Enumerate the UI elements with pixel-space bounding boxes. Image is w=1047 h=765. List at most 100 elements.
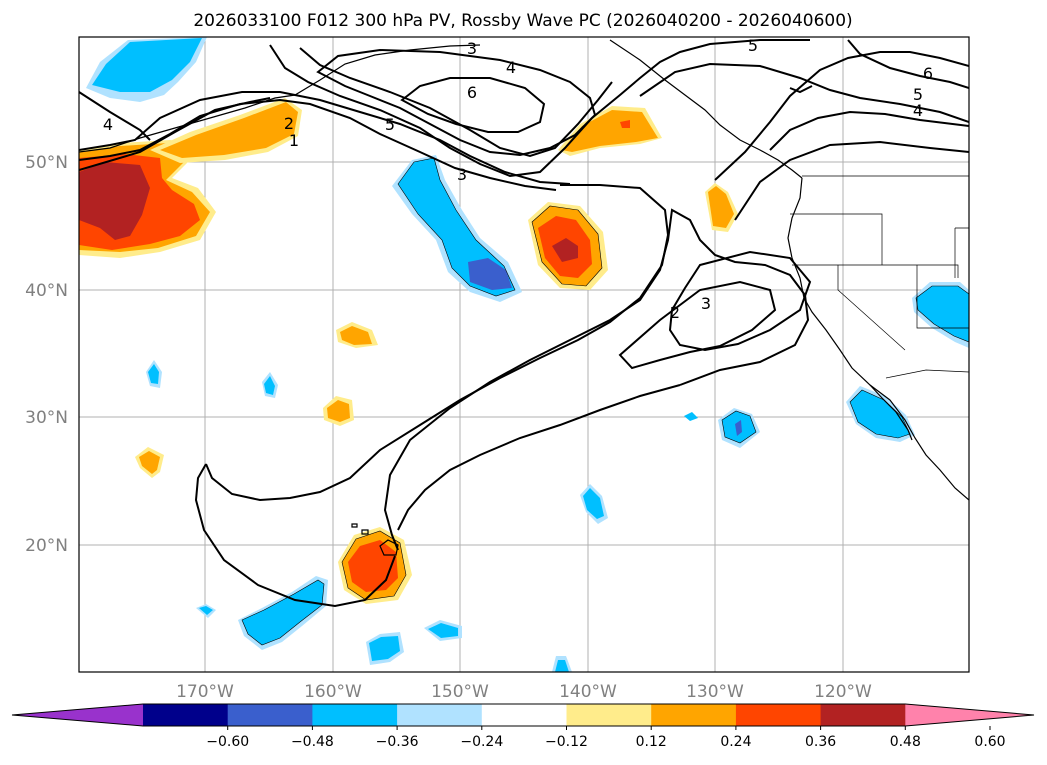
negative-anomaly-region bbox=[555, 660, 569, 672]
colorbar-tick-label: −0.48 bbox=[291, 734, 334, 750]
positive-anomaly-region bbox=[139, 451, 160, 474]
colorbar-tick-label: 0.12 bbox=[636, 734, 667, 750]
contour-label: 3 bbox=[467, 39, 477, 58]
figure-title: 2026033100 F012 300 hPa PV, Rossby Wave … bbox=[193, 11, 852, 31]
negative-anomaly-region bbox=[264, 376, 275, 395]
longitude-labels: 170°W 160°W 150°W 140°W 130°W 120°W bbox=[176, 682, 872, 702]
pv-contour bbox=[639, 62, 969, 123]
negative-anomaly-region bbox=[583, 488, 604, 519]
pv-contour bbox=[79, 91, 151, 141]
positive-anomaly-region bbox=[327, 400, 350, 422]
contour-label: 5 bbox=[385, 115, 395, 134]
positive-anomaly-region bbox=[562, 110, 658, 152]
contour-label: 5 bbox=[913, 85, 923, 104]
lat-label: 20°N bbox=[25, 536, 68, 556]
contour-label: 6 bbox=[467, 83, 477, 102]
positive-anomaly-region bbox=[340, 326, 372, 345]
colorbar-swatch bbox=[227, 704, 313, 726]
negative-anomaly-region bbox=[369, 636, 400, 661]
state-border bbox=[837, 265, 906, 351]
state-border bbox=[792, 264, 959, 278]
lon-label: 120°W bbox=[814, 682, 872, 702]
contour-label: 4 bbox=[913, 101, 923, 120]
hawaii-coastline bbox=[361, 529, 369, 535]
negative-anomaly-region bbox=[148, 364, 159, 384]
contour-label: 4 bbox=[506, 58, 516, 77]
contour-labels: 1 2 3 4 5 6 3 4 5 6 5 4 6 3 2 3 bbox=[103, 37, 933, 322]
negative-anomaly-region bbox=[735, 420, 742, 436]
colorbar-tick-label: 0.36 bbox=[805, 734, 836, 750]
map-content: 1 2 3 4 5 6 3 4 5 6 5 4 6 3 2 3 bbox=[79, 37, 969, 672]
negative-anomaly-region bbox=[428, 623, 458, 638]
anomaly-outlines bbox=[241, 157, 969, 646]
anomaly-outline bbox=[531, 205, 603, 287]
pv-contour bbox=[299, 47, 613, 158]
pv-contour bbox=[79, 98, 557, 191]
pv-contour bbox=[789, 85, 813, 94]
colorbar-tick-label: −0.60 bbox=[206, 734, 249, 750]
positive-anomaly-region bbox=[160, 102, 298, 158]
contour-label: 2 bbox=[670, 303, 680, 322]
colorbar-swatch bbox=[143, 704, 229, 726]
lon-label: 170°W bbox=[176, 682, 234, 702]
pv-contours bbox=[79, 39, 969, 608]
colorbar-swatch bbox=[820, 704, 906, 726]
colorbar-tick-label: 0.24 bbox=[720, 734, 751, 750]
anomaly-outline bbox=[915, 285, 969, 343]
colorbar-swatch bbox=[566, 704, 652, 726]
lat-label: 50°N bbox=[25, 153, 68, 173]
positive-anomaly-region bbox=[79, 162, 150, 240]
colorbar-swatch bbox=[735, 704, 822, 726]
map-frame bbox=[78, 36, 970, 673]
colorbar-tick-label: −0.12 bbox=[545, 734, 588, 750]
colorbar-outline bbox=[11, 703, 1035, 727]
pv-contour bbox=[847, 39, 969, 89]
colorbar-extension-high bbox=[905, 704, 1034, 726]
state-border bbox=[790, 213, 883, 265]
state-border bbox=[954, 227, 969, 278]
pv-contour bbox=[205, 184, 670, 502]
colorbar-swatch bbox=[481, 704, 567, 726]
contour-label: 1 bbox=[289, 131, 299, 150]
negative-anomaly-region bbox=[92, 38, 202, 92]
pv-contour bbox=[269, 39, 810, 178]
pv-contour bbox=[618, 280, 777, 370]
alaska-panhandle-coastline bbox=[609, 39, 803, 179]
lon-label: 140°W bbox=[559, 682, 617, 702]
anomaly-outline bbox=[849, 389, 911, 439]
state-border bbox=[916, 265, 969, 329]
positive-anomaly-region bbox=[708, 186, 734, 228]
lon-label: 130°W bbox=[686, 682, 744, 702]
negative-anomaly-region bbox=[242, 580, 324, 645]
lat-label: 30°N bbox=[25, 408, 68, 428]
pv-contour bbox=[400, 77, 546, 133]
us-mexico-border bbox=[885, 369, 969, 379]
contour-label: 4 bbox=[103, 115, 113, 134]
contour-label: 3 bbox=[457, 165, 467, 184]
lon-label: 150°W bbox=[431, 682, 489, 702]
pv-contour bbox=[397, 384, 681, 531]
pv-contour bbox=[194, 463, 396, 608]
colorbar-tick-label: −0.36 bbox=[376, 734, 419, 750]
colorbar-tick-label: 0.48 bbox=[890, 734, 921, 750]
map-panel: 1 2 3 4 5 6 3 4 5 6 5 4 6 3 2 3 bbox=[78, 36, 970, 673]
pv-contour bbox=[383, 208, 810, 551]
colorbar-swatch bbox=[397, 704, 483, 726]
pv-contour bbox=[769, 110, 969, 151]
positive-anomaly-region bbox=[552, 238, 578, 262]
baja-coastline bbox=[869, 384, 913, 441]
pv-contour bbox=[316, 48, 597, 157]
hawaii-coastline bbox=[351, 523, 358, 528]
negative-anomaly-region bbox=[468, 258, 512, 290]
pv-contour bbox=[79, 97, 271, 171]
colorbar: −0.60 −0.48 −0.36 −0.24 −0.12 0.12 0.24 0.36 0.4… bbox=[11, 703, 1035, 750]
anomaly-outline bbox=[721, 410, 757, 444]
colorbar-extension-low bbox=[12, 704, 143, 726]
negative-anomaly-region bbox=[684, 412, 698, 421]
lon-label: 160°W bbox=[304, 682, 362, 702]
colorbar-tick-label: −0.24 bbox=[460, 734, 503, 750]
political-borders bbox=[790, 175, 969, 379]
colorbar-tick-label: 0.60 bbox=[974, 734, 1005, 750]
pv-anomaly-fills bbox=[79, 37, 969, 672]
